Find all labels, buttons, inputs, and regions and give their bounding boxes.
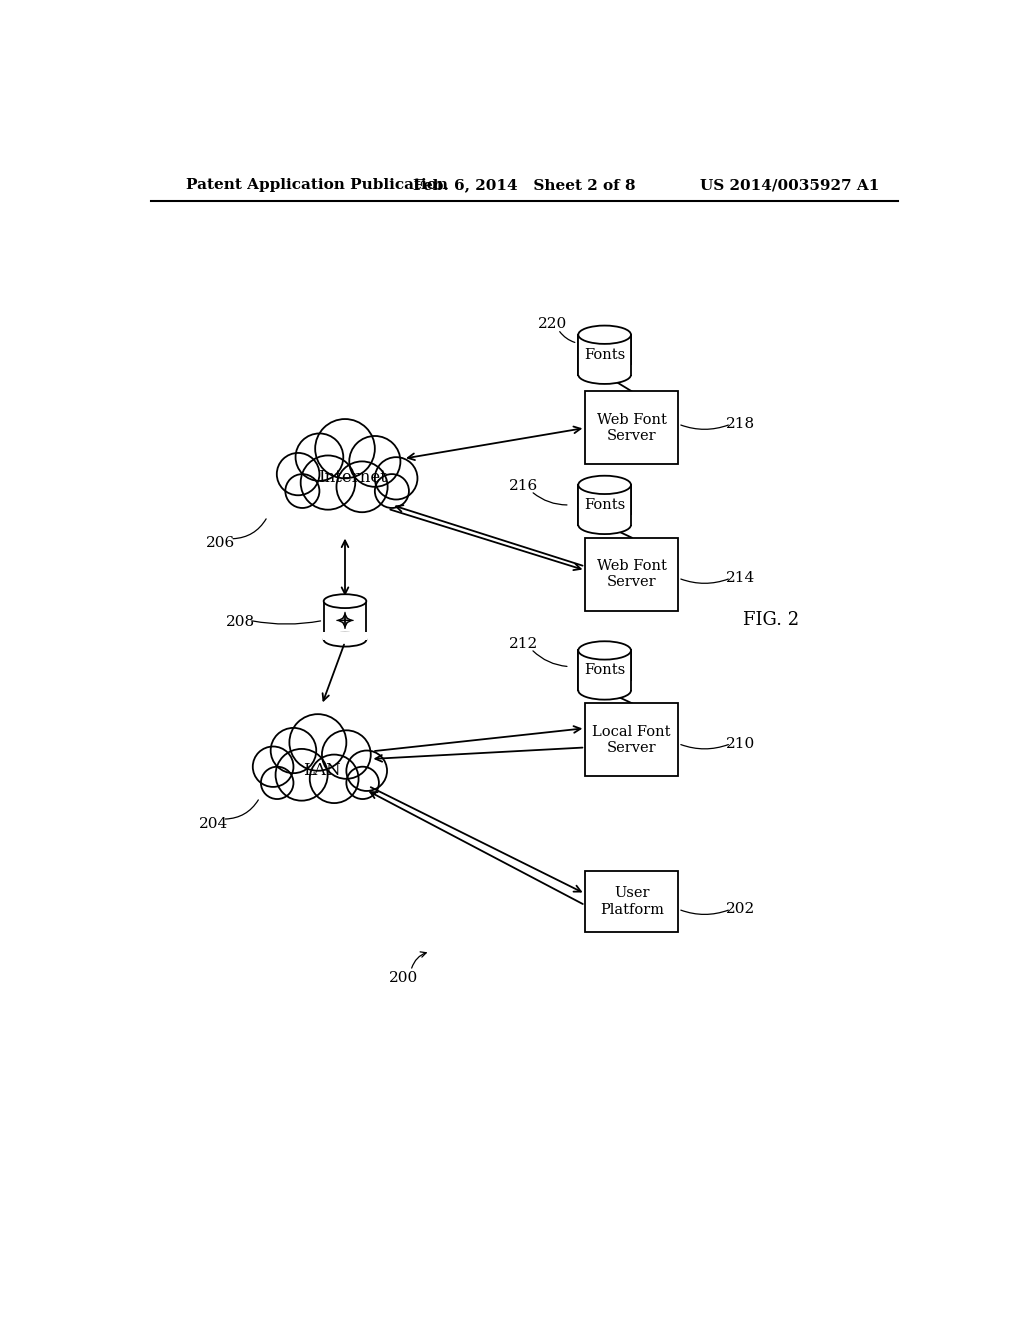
Circle shape [253, 747, 294, 787]
FancyBboxPatch shape [579, 484, 631, 525]
Text: 212: 212 [509, 636, 538, 651]
Circle shape [346, 751, 387, 791]
Text: 216: 216 [509, 479, 538, 492]
Text: LAN: LAN [303, 762, 341, 779]
Ellipse shape [579, 681, 631, 700]
Circle shape [270, 727, 316, 774]
Text: 206: 206 [207, 536, 236, 550]
Circle shape [309, 755, 358, 803]
Text: Fonts: Fonts [584, 347, 626, 362]
Text: 200: 200 [388, 972, 418, 986]
Text: User
Platform: User Platform [600, 886, 664, 916]
Text: 214: 214 [726, 572, 755, 585]
Circle shape [322, 730, 371, 779]
Text: 202: 202 [726, 902, 755, 916]
Circle shape [261, 767, 294, 799]
FancyBboxPatch shape [579, 651, 631, 690]
Circle shape [315, 418, 375, 478]
FancyBboxPatch shape [323, 632, 367, 640]
Text: 204: 204 [199, 817, 228, 832]
Text: 210: 210 [726, 737, 755, 751]
Text: Local Font
Server: Local Font Server [593, 725, 671, 755]
Text: Feb. 6, 2014   Sheet 2 of 8: Feb. 6, 2014 Sheet 2 of 8 [414, 178, 636, 193]
Circle shape [301, 455, 355, 510]
Text: 218: 218 [726, 417, 755, 432]
Circle shape [375, 457, 418, 499]
FancyBboxPatch shape [578, 681, 632, 690]
Ellipse shape [324, 632, 367, 647]
Ellipse shape [273, 744, 362, 789]
Circle shape [276, 453, 319, 495]
FancyBboxPatch shape [578, 364, 632, 375]
Ellipse shape [579, 475, 631, 494]
Circle shape [375, 474, 409, 508]
Text: Web Font
Server: Web Font Server [597, 560, 667, 589]
Circle shape [296, 433, 343, 480]
Circle shape [349, 436, 400, 487]
FancyBboxPatch shape [586, 391, 678, 465]
Circle shape [290, 714, 346, 771]
FancyBboxPatch shape [579, 335, 631, 375]
FancyBboxPatch shape [578, 515, 632, 525]
Text: US 2014/0035927 A1: US 2014/0035927 A1 [700, 178, 880, 193]
Ellipse shape [579, 642, 631, 660]
Text: FIG. 2: FIG. 2 [743, 611, 800, 630]
Ellipse shape [579, 516, 631, 535]
Text: Patent Application Publication: Patent Application Publication [186, 178, 449, 193]
FancyBboxPatch shape [586, 704, 678, 776]
Ellipse shape [579, 326, 631, 345]
Circle shape [337, 462, 388, 512]
Text: Fonts: Fonts [584, 498, 626, 512]
Ellipse shape [324, 594, 367, 609]
Text: 208: 208 [226, 615, 255, 628]
Circle shape [286, 474, 319, 508]
Circle shape [346, 767, 379, 799]
FancyBboxPatch shape [324, 601, 367, 640]
Text: Internet: Internet [318, 470, 387, 487]
FancyBboxPatch shape [586, 871, 678, 932]
Text: Fonts: Fonts [584, 664, 626, 677]
Ellipse shape [579, 366, 631, 384]
Circle shape [275, 748, 328, 801]
Text: 220: 220 [538, 317, 567, 331]
FancyBboxPatch shape [586, 537, 678, 611]
Ellipse shape [298, 451, 392, 498]
Text: Web Font
Server: Web Font Server [597, 413, 667, 444]
